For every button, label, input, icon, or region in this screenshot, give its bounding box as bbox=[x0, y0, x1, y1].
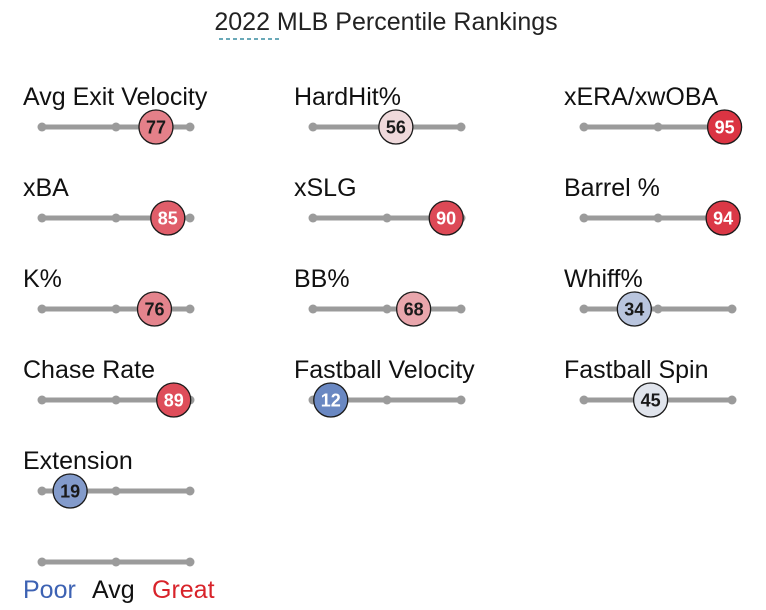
legend-tick-avg bbox=[111, 557, 121, 567]
percentile-value: 85 bbox=[158, 209, 178, 229]
percentile-marker bbox=[705, 200, 741, 236]
percentile-marker bbox=[156, 382, 192, 418]
percentile-marker bbox=[616, 291, 652, 327]
tick-avg bbox=[653, 213, 663, 223]
metric-label: Fastball Velocity bbox=[294, 356, 475, 384]
percentile-value: 45 bbox=[641, 391, 661, 411]
percentile-marker bbox=[138, 109, 174, 145]
percentile-value: 56 bbox=[386, 118, 406, 138]
metric-whiff: Whiff% 34 bbox=[564, 265, 737, 327]
percentile-value: 68 bbox=[404, 300, 424, 320]
percentile-value: 94 bbox=[713, 209, 733, 229]
percentile-value: 77 bbox=[146, 118, 166, 138]
tick-great bbox=[185, 486, 195, 496]
tick-poor bbox=[579, 304, 589, 314]
metric-label: Whiff% bbox=[564, 265, 643, 293]
tick-poor bbox=[37, 122, 47, 132]
percentile-value: 12 bbox=[321, 391, 341, 411]
metric-xslg: xSLG 90 bbox=[294, 174, 466, 236]
metric-label: xBA bbox=[23, 174, 69, 202]
tick-poor bbox=[37, 486, 47, 496]
tick-poor bbox=[579, 122, 589, 132]
metric-xba: xBA 85 bbox=[23, 174, 195, 236]
legend-tick-great bbox=[185, 557, 195, 567]
metric-fastball-spin: Fastball Spin 45 bbox=[564, 356, 737, 418]
tick-avg bbox=[111, 395, 121, 405]
metric-bb: BB% 68 bbox=[294, 265, 466, 327]
tick-avg bbox=[382, 395, 392, 405]
metric-label: HardHit% bbox=[294, 83, 401, 111]
legend-tick-poor bbox=[37, 557, 47, 567]
tick-great bbox=[185, 213, 195, 223]
metric-fastball-velocity: Fastball Velocity 12 bbox=[294, 356, 475, 418]
tick-poor bbox=[37, 304, 47, 314]
percentile-marker bbox=[378, 109, 414, 145]
tick-avg bbox=[653, 304, 663, 314]
metric-k: K% 76 bbox=[23, 265, 195, 327]
percentile-value: 19 bbox=[60, 482, 80, 502]
tick-great bbox=[727, 304, 737, 314]
tick-poor bbox=[308, 304, 318, 314]
percentile-value: 89 bbox=[164, 391, 184, 411]
tick-poor bbox=[579, 395, 589, 405]
percentile-marker bbox=[428, 200, 464, 236]
percentile-marker bbox=[632, 382, 669, 418]
percentile-marker bbox=[136, 291, 173, 327]
tick-great bbox=[456, 395, 466, 405]
metric-label: Barrel % bbox=[564, 174, 660, 202]
tick-poor bbox=[37, 395, 47, 405]
tick-poor bbox=[308, 213, 318, 223]
tick-avg bbox=[111, 122, 121, 132]
metric-label: Avg Exit Velocity bbox=[23, 83, 208, 111]
metric-chase-rate: Chase Rate 89 bbox=[23, 356, 195, 418]
metric-label: BB% bbox=[294, 265, 350, 293]
metric-avg-exit-velocity: Avg Exit Velocity 77 bbox=[23, 83, 208, 145]
metric-label: xSLG bbox=[294, 174, 357, 202]
tick-avg bbox=[382, 213, 392, 223]
tick-great bbox=[185, 304, 195, 314]
tick-poor bbox=[37, 213, 47, 223]
metrics-group: Avg Exit Velocity 77 HardHit% 56 xERA/xwOBA 9… bbox=[23, 83, 743, 509]
tick-avg bbox=[111, 304, 121, 314]
metric-extension: Extension 19 bbox=[23, 447, 195, 509]
metric-barrel: Barrel % 94 bbox=[564, 174, 741, 236]
percentile-marker bbox=[313, 382, 349, 418]
percentile-value: 76 bbox=[144, 300, 164, 320]
metric-label: xERA/xwOBA bbox=[564, 83, 719, 111]
legend-avg: Avg bbox=[92, 576, 135, 604]
tick-great bbox=[456, 122, 466, 132]
tick-avg bbox=[111, 213, 121, 223]
percentile-value: 90 bbox=[436, 209, 456, 229]
metric-label: Fastball Spin bbox=[564, 356, 709, 384]
percentile-marker bbox=[150, 200, 186, 236]
percentile-marker bbox=[395, 291, 432, 327]
legend-great: Great bbox=[152, 576, 215, 604]
metric-label: Chase Rate bbox=[23, 356, 155, 384]
tick-great bbox=[456, 304, 466, 314]
tick-avg bbox=[382, 304, 392, 314]
legend: Poor Avg Great bbox=[23, 557, 215, 604]
tick-great bbox=[185, 122, 195, 132]
metric-xera-xwoba: xERA/xwOBA 95 bbox=[564, 83, 743, 145]
tick-avg bbox=[653, 122, 663, 132]
tick-poor bbox=[308, 122, 318, 132]
metric-label: Extension bbox=[23, 447, 133, 475]
chart-title: 2022 MLB Percentile Rankings bbox=[214, 8, 557, 36]
tick-poor bbox=[579, 213, 589, 223]
percentile-marker bbox=[706, 109, 743, 145]
percentile-value: 34 bbox=[624, 300, 644, 320]
percentile-marker bbox=[52, 473, 88, 509]
tick-avg bbox=[111, 486, 121, 496]
tick-great bbox=[727, 395, 737, 405]
metric-label: K% bbox=[23, 265, 62, 293]
percentile-value: 95 bbox=[715, 118, 735, 138]
metric-hardhit: HardHit% 56 bbox=[294, 83, 466, 145]
legend-poor: Poor bbox=[23, 576, 76, 604]
